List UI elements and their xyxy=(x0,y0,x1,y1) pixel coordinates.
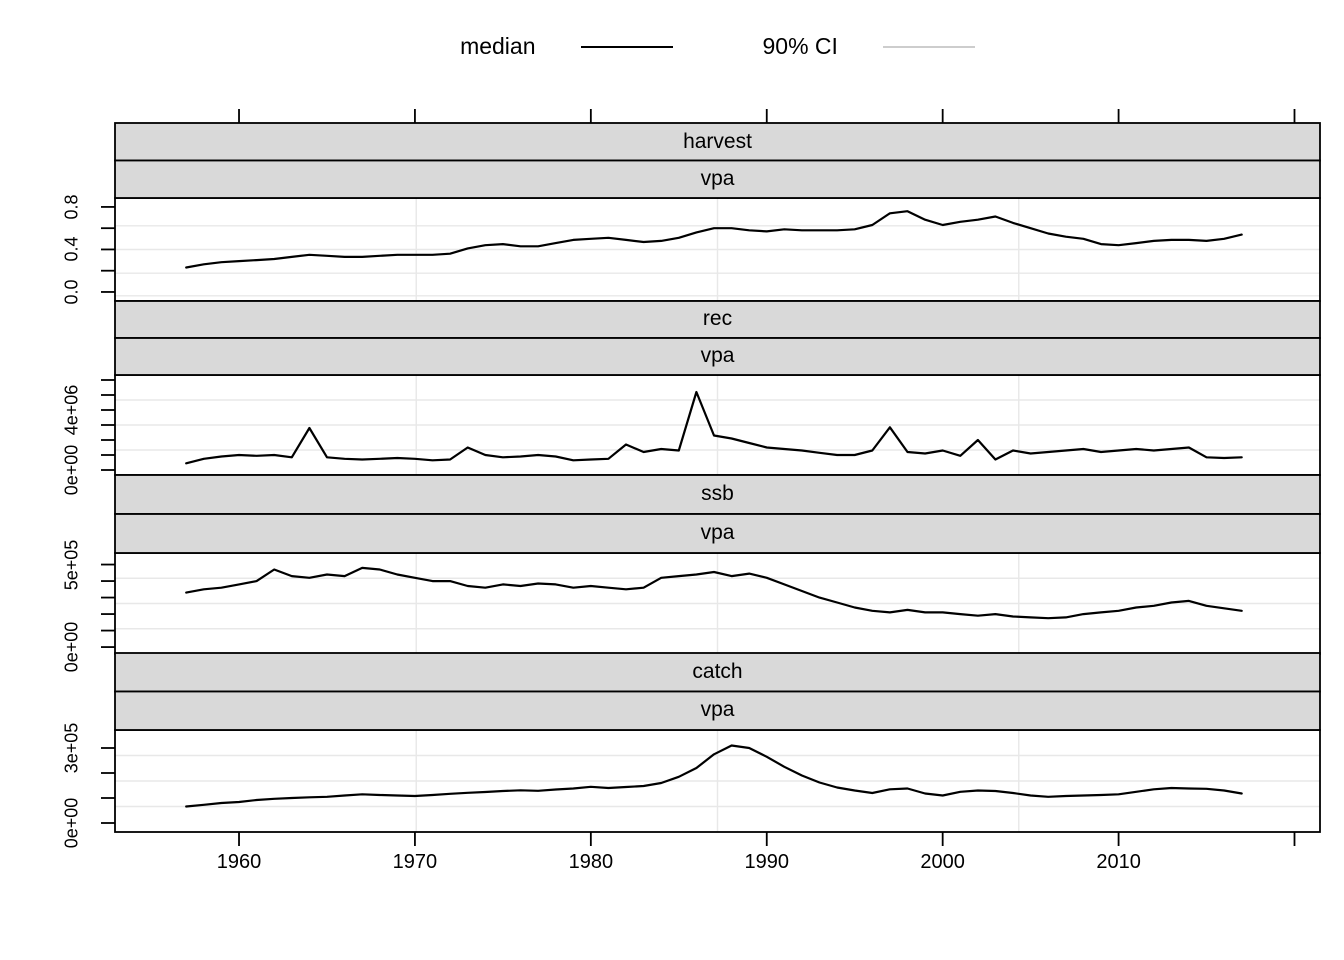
x-tick-label-text: 1970 xyxy=(392,851,438,873)
y-tick-label-catch-text: 0e+00 xyxy=(61,797,82,849)
y-tick-label-harvest-text: 0.8 xyxy=(61,194,82,220)
x-tick-label-text: 1980 xyxy=(568,851,614,873)
x-tick-label: 2010 xyxy=(1074,851,1164,874)
strip-label-harvest-vpa: vpa xyxy=(700,167,735,190)
series-median-catch xyxy=(185,744,1243,808)
x-tick-label: 1980 xyxy=(546,851,636,874)
strip-outer-catch xyxy=(114,652,1321,693)
x-tick-label-text: 2000 xyxy=(920,851,965,873)
strip-label-ssb: ssb xyxy=(701,482,734,505)
legend-label-ci: 90% CI xyxy=(762,33,838,59)
ci-line-sample xyxy=(882,45,975,48)
y-tick-label-harvest-text: 0.4 xyxy=(61,236,82,262)
series-median-rec xyxy=(185,390,1243,465)
x-tick-label: 1970 xyxy=(370,851,460,874)
y-tick-label-harvest-text: 0.0 xyxy=(61,279,82,305)
strip-inner-ssb xyxy=(114,513,1321,554)
x-tick-label: 2000 xyxy=(898,851,988,874)
legend: median 90% CI xyxy=(115,33,1320,60)
y-tick-label-rec-text: 4e+06 xyxy=(61,384,82,436)
strip-label-catch-vpa: vpa xyxy=(700,698,735,721)
strip-inner-rec xyxy=(114,337,1321,376)
strip-outer-rec xyxy=(114,300,1321,339)
series-median-ssb xyxy=(185,566,1243,620)
series-median-harvest xyxy=(185,210,1243,269)
strip-label-ssb-vpa: vpa xyxy=(700,521,735,544)
x-tick-label: 1960 xyxy=(194,851,284,874)
y-tick-label-catch-text: 3e+05 xyxy=(61,722,82,774)
legend-item-ci: 90% CI xyxy=(763,33,975,60)
strip-outer-ssb xyxy=(114,474,1321,515)
x-tick-label-text: 1990 xyxy=(744,851,790,873)
strip-label-rec-vpa: vpa xyxy=(700,344,735,367)
y-tick-label-ssb-text: 5e+05 xyxy=(61,539,82,590)
strip-label-harvest: harvest xyxy=(683,130,752,153)
median-line-sample xyxy=(580,45,673,48)
strip-inner-catch xyxy=(114,690,1321,731)
strip-inner-harvest xyxy=(114,159,1321,199)
x-tick-label: 1990 xyxy=(722,851,812,874)
strip-label-catch: catch xyxy=(692,660,743,683)
x-tick-label-text: 2010 xyxy=(1096,851,1141,873)
x-tick-label-text: 1960 xyxy=(216,851,262,873)
legend-label-median: median xyxy=(460,33,536,59)
legend-item-median: median xyxy=(460,33,673,60)
y-tick-label-rec-text: 0e+00 xyxy=(61,444,82,496)
y-tick-label-ssb-text: 0e+00 xyxy=(61,621,82,673)
strip-label-rec: rec xyxy=(702,307,733,330)
